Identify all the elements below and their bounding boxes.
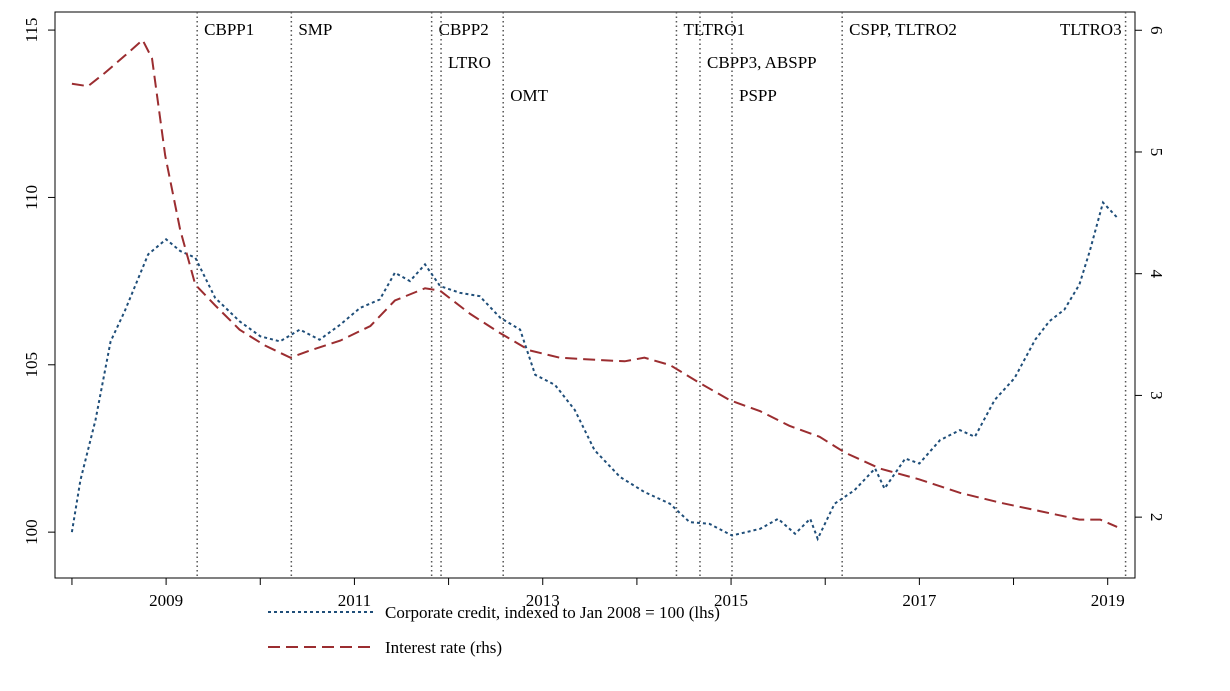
x-tick-label: 2011 — [338, 591, 371, 610]
y2-tick-label: 3 — [1147, 391, 1166, 400]
event-label: CBPP3, ABSPP — [707, 53, 817, 72]
y2-tick-label: 6 — [1147, 26, 1166, 35]
event-label: CBPP2 — [439, 20, 489, 39]
plot-frame — [54, 11, 1136, 579]
event-label: CSPP, TLTRO2 — [849, 20, 957, 39]
x-tick-label: 2019 — [1091, 591, 1125, 610]
x-tick-label: 2015 — [714, 591, 748, 610]
event-label: TLTRO3 — [1060, 20, 1122, 39]
y2-tick-label: 2 — [1147, 513, 1166, 522]
y-tick-label: 110 — [22, 185, 41, 210]
y-tick-label: 115 — [22, 18, 41, 43]
y2-tick-label: 4 — [1147, 269, 1166, 278]
y-tick-label: 100 — [22, 519, 41, 545]
event-label: SMP — [298, 20, 332, 39]
event-label: CBPP1 — [204, 20, 254, 39]
event-label: PSPP — [739, 86, 777, 105]
series-line — [70, 200, 1118, 542]
event-label: LTRO — [448, 53, 491, 72]
legend-label: Interest rate (rhs) — [385, 638, 502, 657]
x-tick-label: 2009 — [149, 591, 183, 610]
event-label: OMT — [510, 86, 548, 105]
y2-tick-label: 5 — [1147, 148, 1166, 157]
y-tick-label: 105 — [22, 352, 41, 378]
x-tick-label: 2013 — [526, 591, 560, 610]
series-line — [71, 38, 1118, 528]
legend-label: Corporate credit, indexed to Jan 2008 = … — [385, 603, 720, 622]
event-label: TLTRO1 — [683, 20, 745, 39]
x-tick-label: 2017 — [902, 591, 937, 610]
